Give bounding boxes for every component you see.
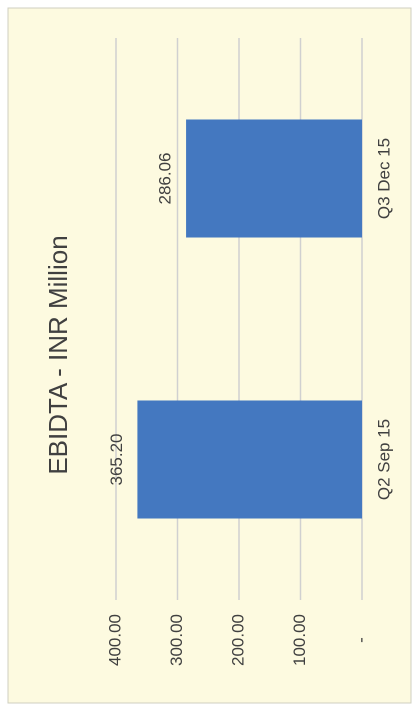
x-tick-label: Q2 Sep 15 bbox=[374, 419, 393, 500]
y-tick-label: 200.00 bbox=[228, 614, 247, 666]
y-tick-label: 400.00 bbox=[105, 614, 124, 666]
bar bbox=[186, 119, 362, 238]
y-tick-label: 300.00 bbox=[167, 614, 186, 666]
x-tick-label: Q3 Dec 15 bbox=[374, 138, 393, 219]
value-label: 365.20 bbox=[107, 434, 126, 486]
value-label: 286.06 bbox=[156, 153, 175, 205]
y-tick-label: - bbox=[351, 637, 370, 643]
chart-title: EBIDTA - INR Million bbox=[43, 235, 73, 474]
bar bbox=[137, 400, 362, 519]
y-tick-label: 100.00 bbox=[290, 614, 309, 666]
